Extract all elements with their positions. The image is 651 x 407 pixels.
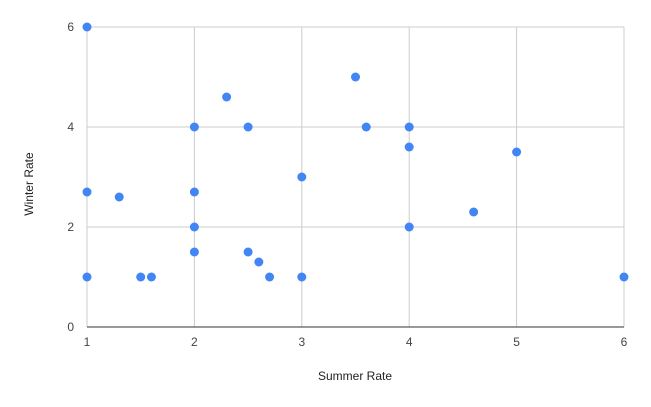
data-point[interactable] xyxy=(254,257,264,267)
data-point[interactable] xyxy=(82,22,92,32)
data-point[interactable] xyxy=(189,222,199,232)
data-point[interactable] xyxy=(222,92,232,102)
data-point[interactable] xyxy=(82,187,92,197)
x-tick-label: 2 xyxy=(191,335,198,349)
data-point[interactable] xyxy=(189,187,199,197)
grid-lines xyxy=(86,26,625,328)
x-tick-label: 1 xyxy=(84,335,91,349)
y-tick-label: 2 xyxy=(67,220,74,234)
x-tick-label: 4 xyxy=(406,335,413,349)
data-points xyxy=(82,22,629,282)
data-point[interactable] xyxy=(243,122,253,132)
data-point[interactable] xyxy=(146,272,156,282)
data-point[interactable] xyxy=(404,222,414,232)
y-tick-label: 0 xyxy=(67,320,74,334)
data-point[interactable] xyxy=(114,192,124,202)
data-point[interactable] xyxy=(265,272,275,282)
data-point[interactable] xyxy=(404,122,414,132)
x-tick-label: 3 xyxy=(298,335,305,349)
tick-labels: 1 2 3 4 5 6 0 2 4 6 xyxy=(67,20,627,349)
data-point[interactable] xyxy=(361,122,371,132)
data-point[interactable] xyxy=(469,207,479,217)
data-point[interactable] xyxy=(297,172,307,182)
y-tick-label: 6 xyxy=(67,20,74,34)
x-axis-title: Summer Rate xyxy=(318,369,392,383)
data-point[interactable] xyxy=(404,142,414,152)
x-tick-label: 6 xyxy=(621,335,628,349)
data-point[interactable] xyxy=(297,272,307,282)
data-point[interactable] xyxy=(351,72,360,82)
y-tick-label: 4 xyxy=(67,120,74,134)
data-point[interactable] xyxy=(136,272,146,282)
data-point[interactable] xyxy=(512,147,522,157)
data-point[interactable] xyxy=(82,272,92,282)
data-point[interactable] xyxy=(189,122,199,132)
x-tick-label: 5 xyxy=(513,335,520,349)
data-point[interactable] xyxy=(189,247,199,257)
data-point[interactable] xyxy=(619,272,629,282)
data-point[interactable] xyxy=(243,247,253,257)
y-axis-title: Winter Rate xyxy=(22,152,36,216)
